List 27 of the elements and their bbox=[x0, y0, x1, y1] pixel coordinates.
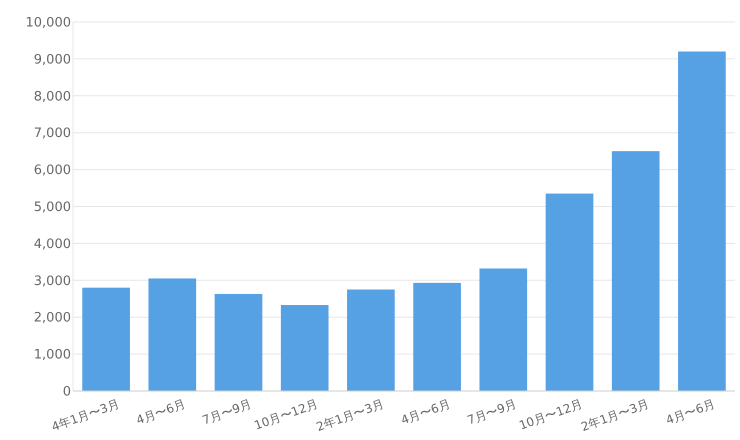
y-tick-label: 10,000 bbox=[26, 16, 71, 30]
bar bbox=[148, 278, 196, 391]
bar bbox=[214, 294, 262, 391]
x-tick-label: 4月〜6月 bbox=[399, 396, 452, 428]
y-tick-label: 1,000 bbox=[34, 348, 71, 363]
y-tick-label: 7,000 bbox=[34, 126, 71, 142]
x-tick-label: 4月〜6月 bbox=[664, 396, 717, 428]
x-tick-label: 7月〜9月 bbox=[200, 396, 254, 428]
y-tick-label: 3,000 bbox=[34, 274, 71, 289]
y-tick-label: 6,000 bbox=[34, 163, 71, 178]
x-tick-label: 4月〜6月 bbox=[134, 396, 188, 428]
y-tick-label: 5,000 bbox=[34, 200, 71, 215]
bar bbox=[347, 290, 395, 391]
bar bbox=[678, 52, 726, 391]
y-tick-label: 9,000 bbox=[34, 52, 71, 68]
y-tick-label: 2,000 bbox=[34, 310, 71, 326]
x-tick-label: 4年1月〜3月 bbox=[50, 396, 122, 434]
x-tick-label: 7月〜9月 bbox=[465, 396, 518, 428]
bar bbox=[280, 305, 329, 391]
bar bbox=[612, 151, 660, 391]
y-tick-label: 0 bbox=[62, 384, 71, 400]
y-tick-label: 4,000 bbox=[34, 236, 71, 252]
bar bbox=[82, 288, 130, 391]
bar bbox=[479, 268, 528, 391]
bar bbox=[546, 194, 594, 391]
bar bbox=[413, 282, 461, 391]
y-tick-label: 8,000 bbox=[34, 89, 71, 104]
